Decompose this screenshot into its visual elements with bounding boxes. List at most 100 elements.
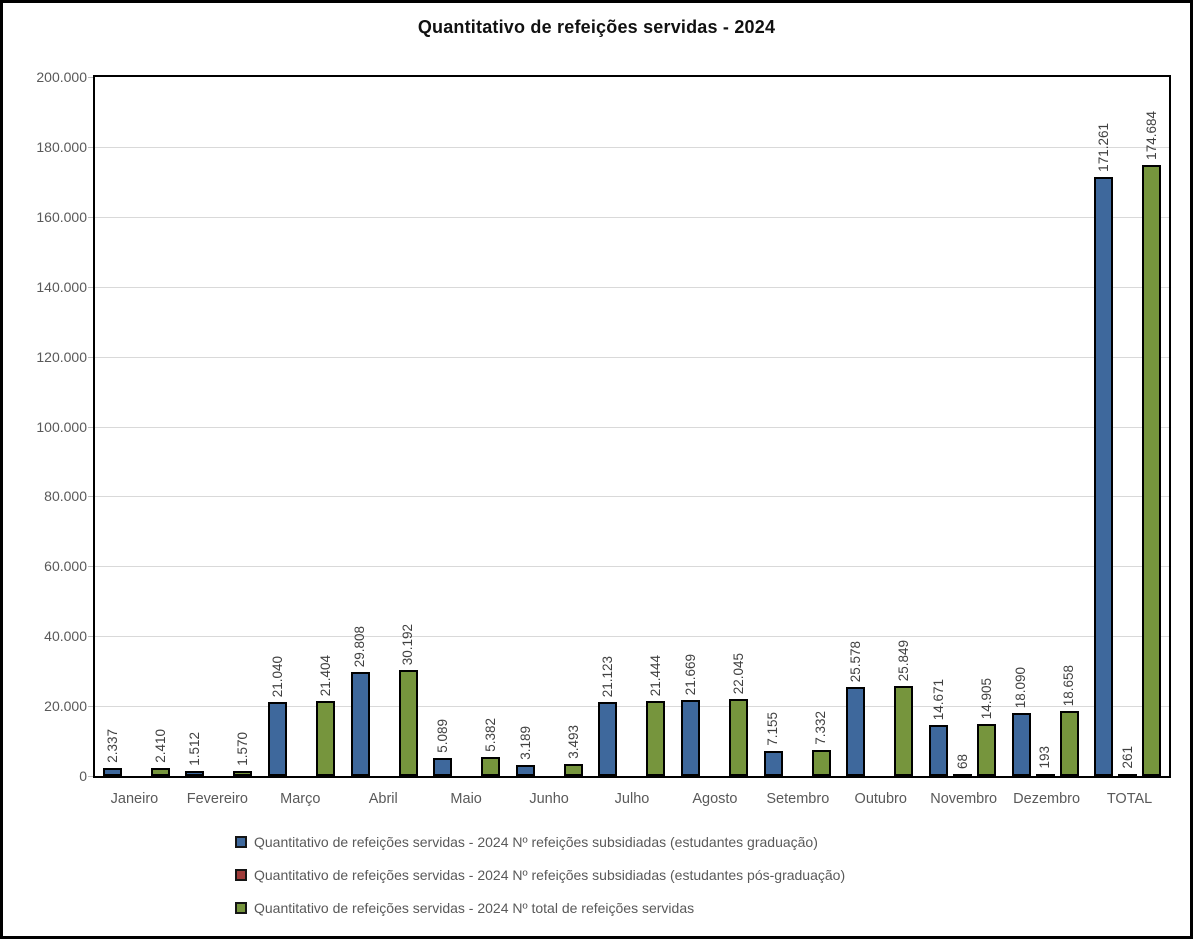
x-axis-label: Julho — [614, 791, 650, 807]
bar-slot: 21.123 — [598, 77, 618, 776]
gridline — [95, 286, 1169, 288]
bar-value-label: 21.669 — [682, 653, 698, 695]
bar-slot: 1.570 — [233, 77, 253, 776]
x-axis-label: Janeiro — [110, 791, 159, 807]
bar-total — [1142, 165, 1162, 776]
y-axis-tick — [88, 77, 93, 78]
bar-value-label: 21.123 — [600, 655, 616, 697]
bar-slot: 21.669 — [681, 77, 701, 776]
bar-slot: 68 — [952, 77, 972, 776]
bar-slot: 21.444 — [646, 77, 666, 776]
bar-slot: 174.684 — [1142, 77, 1162, 776]
bar-group: 21.123 21.444 — [591, 77, 674, 776]
gridline — [95, 636, 1169, 638]
gridline — [95, 356, 1169, 358]
bar-total — [811, 750, 831, 776]
bar-graduacao — [681, 700, 701, 776]
bar-graduacao — [763, 751, 783, 776]
bar-value-label: 21.444 — [648, 654, 664, 696]
bar-value-label: 174.684 — [1143, 111, 1159, 160]
bar-total — [646, 701, 666, 776]
bar-slot — [209, 77, 228, 776]
bar-graduacao — [1094, 177, 1114, 776]
bar-slot: 3.189 — [515, 77, 535, 776]
bar-total — [729, 699, 749, 776]
y-axis-tick-label: 180.000 — [36, 138, 87, 155]
gridline — [95, 426, 1169, 428]
bar-slot: 29.808 — [350, 77, 370, 776]
legend-label-graduacao: Quantitativo de refeições servidas - 202… — [254, 834, 818, 850]
bar-total — [894, 686, 914, 776]
bar-value-label: 25.849 — [896, 639, 912, 681]
y-axis-tick-label: 0 — [79, 768, 87, 784]
bar-slot — [540, 77, 559, 776]
bar-value-label: 30.192 — [400, 623, 416, 665]
legend-swatch-graduacao-icon — [235, 836, 247, 848]
x-axis-label: Agosto — [692, 791, 738, 807]
bar-total — [563, 764, 583, 776]
y-axis-tick-label: 80.000 — [44, 488, 87, 505]
bar-value-label: 14.905 — [978, 677, 994, 719]
bar-groups: 2.337 2.410 1.512 1.570 21.040 21.404 29.808 30… — [95, 77, 1169, 776]
bar-slot: 7.155 — [763, 77, 783, 776]
legend-swatch-total-icon — [235, 902, 247, 914]
bar-value-label: 5.089 — [434, 719, 450, 753]
bar-value-label: 1.512 — [187, 732, 203, 766]
bar-group: 18.090 193 18.658 — [1004, 77, 1087, 776]
bar-slot: 2.337 — [102, 77, 122, 776]
legend: Quantitativo de refeições servidas - 202… — [235, 834, 845, 916]
bar-graduacao — [185, 771, 205, 776]
gridline — [95, 146, 1169, 148]
bar-group: 21.040 21.404 — [260, 77, 343, 776]
bar-group: 3.189 3.493 — [508, 77, 591, 776]
y-axis-tick-label: 60.000 — [44, 558, 87, 575]
y-axis-tick — [88, 776, 93, 777]
x-axis-label: TOTAL — [1106, 791, 1153, 807]
legend-item-pos-graduacao: Quantitativo de refeições servidas - 202… — [235, 867, 845, 883]
bar-slot: 14.671 — [928, 77, 948, 776]
y-axis-tick-label: 20.000 — [44, 698, 87, 715]
legend-label-pos-graduacao: Quantitativo de refeições servidas - 202… — [254, 867, 846, 883]
y-axis-tick-label: 120.000 — [36, 348, 87, 365]
bar-value-label: 14.671 — [930, 678, 946, 720]
bar-slot — [788, 77, 807, 776]
y-axis-tick — [88, 496, 93, 498]
y-axis-tick-label: 40.000 — [44, 628, 87, 645]
bar-graduacao — [1011, 713, 1031, 776]
bar-value-label: 1.570 — [235, 732, 251, 766]
x-axis: Janeiro Fevereiro Março Abril Maio Junho Julho… — [93, 791, 1171, 807]
bar-value-label: 18.658 — [1061, 664, 1077, 706]
bar-total — [481, 757, 501, 776]
bar-group: 29.808 30.192 — [343, 77, 426, 776]
bar-total — [150, 768, 170, 776]
bar-slot — [705, 77, 724, 776]
bar-group: 7.155 7.332 — [756, 77, 839, 776]
bar-group: 14.671 68 14.905 — [921, 77, 1004, 776]
x-axis-label: Outubro — [854, 791, 907, 807]
plot-area: 2.337 2.410 1.512 1.570 21.040 21.404 29.808 30… — [93, 75, 1171, 778]
bar-slot — [127, 77, 146, 776]
y-axis-tick — [88, 216, 93, 218]
x-axis-label: Novembro — [930, 791, 998, 807]
y-axis-tick-label: 200.000 — [36, 69, 87, 85]
bar-value-label: 171.261 — [1095, 123, 1111, 172]
gridline — [95, 706, 1169, 708]
bar-slot — [870, 77, 889, 776]
x-axis-label: Junho — [529, 791, 569, 807]
bar-slot: 193 — [1035, 77, 1055, 776]
bar-total — [398, 670, 418, 776]
bar-graduacao — [268, 702, 288, 776]
bar-value-label: 193 — [1037, 746, 1053, 769]
gridline — [95, 566, 1169, 568]
x-axis-label: Setembro — [766, 791, 830, 807]
bar-pos-graduacao — [952, 774, 972, 776]
bar-value-label: 21.404 — [317, 654, 333, 696]
bar-value-label: 3.493 — [565, 725, 581, 759]
bar-slot: 21.040 — [268, 77, 288, 776]
bar-total — [233, 771, 253, 776]
bar-group: 2.337 2.410 — [95, 77, 178, 776]
y-axis-tick-label: 160.000 — [36, 208, 87, 225]
bar-slot: 261 — [1118, 77, 1138, 776]
bar-value-label: 22.045 — [730, 652, 746, 694]
bar-value-label: 29.808 — [352, 625, 368, 667]
